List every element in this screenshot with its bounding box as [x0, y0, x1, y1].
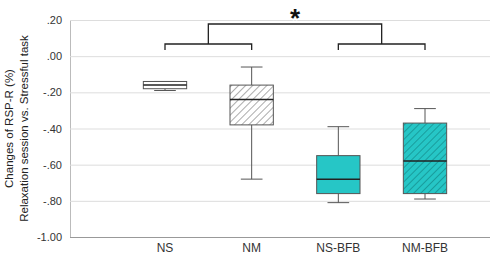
- box: [317, 156, 360, 194]
- x-axis: NS NM NS-BFB NM-BFB: [157, 237, 448, 255]
- whisker-upper: [251, 67, 252, 85]
- whisker-lower: [425, 194, 426, 199]
- y-axis-title: Changes of RSP-R (%): [3, 69, 15, 188]
- grid-line: [70, 92, 490, 93]
- whisker-lower: [251, 125, 252, 179]
- x-tick-label: NS-BFB: [316, 241, 360, 255]
- whisker-cap-max: [328, 126, 350, 127]
- y-tick-label: -.40: [43, 123, 62, 135]
- x-tick-label: NM-BFB: [402, 241, 448, 255]
- median: [317, 178, 360, 180]
- y-axis: .20 .00 -.20 -.40 -.60 -.80 -1.00: [37, 14, 490, 243]
- box-group: [143, 81, 186, 90]
- x-tick-label: NS: [157, 241, 174, 255]
- grid-line: [70, 201, 490, 202]
- whisker-cap-max: [414, 108, 436, 109]
- x-tick-label: NM: [242, 241, 261, 255]
- y-tick-label: -.60: [43, 159, 62, 171]
- y-tick: -.80: [43, 195, 490, 207]
- whisker-cap-min: [328, 202, 350, 203]
- plot: .20 .00 -.20 -.40 -.60 -.80 -1.00 NS NM NS-BFB NM-…: [37, 14, 490, 255]
- whisker-cap-min: [241, 179, 263, 180]
- box-group: [317, 127, 360, 203]
- whisker-cap-min: [414, 199, 436, 200]
- x-tick: NS-BFB: [316, 237, 360, 255]
- whisker-upper: [338, 127, 339, 156]
- box: [403, 123, 446, 194]
- x-tick: NM-BFB: [402, 237, 448, 255]
- box: [143, 81, 186, 88]
- whisker-upper: [425, 109, 426, 123]
- annotation: *: [290, 3, 301, 33]
- median: [230, 99, 273, 101]
- grid-line: [70, 237, 490, 238]
- y-axis-line: [71, 21, 491, 238]
- median: [143, 84, 186, 86]
- y-axis-title: Relaxation session vs. Stressful task: [18, 35, 30, 222]
- box: [230, 85, 273, 125]
- chart: .20 .00 -.20 -.40 -.60 -.80 -1.00 NS NM NS-BFB NM-…: [0, 0, 500, 261]
- box-group: [230, 67, 273, 179]
- whisker-cap-max: [241, 67, 263, 68]
- y-tick-label: -.20: [43, 86, 62, 98]
- whisker-lower: [338, 194, 339, 203]
- y-tick-label: .20: [47, 14, 62, 26]
- box-group: [403, 109, 446, 199]
- median: [403, 160, 446, 162]
- boxes: [143, 67, 446, 203]
- x-tick: NM: [242, 237, 261, 255]
- y-tick-label: .00: [47, 50, 62, 62]
- grid-line: [70, 56, 490, 57]
- y-tick: .00: [47, 50, 490, 62]
- y-tick-label: -.80: [43, 195, 62, 207]
- grid-line: [70, 20, 490, 21]
- whisker-cap-min: [154, 90, 176, 91]
- x-tick: NS: [157, 237, 174, 255]
- y-tick-label: -1.00: [37, 231, 62, 243]
